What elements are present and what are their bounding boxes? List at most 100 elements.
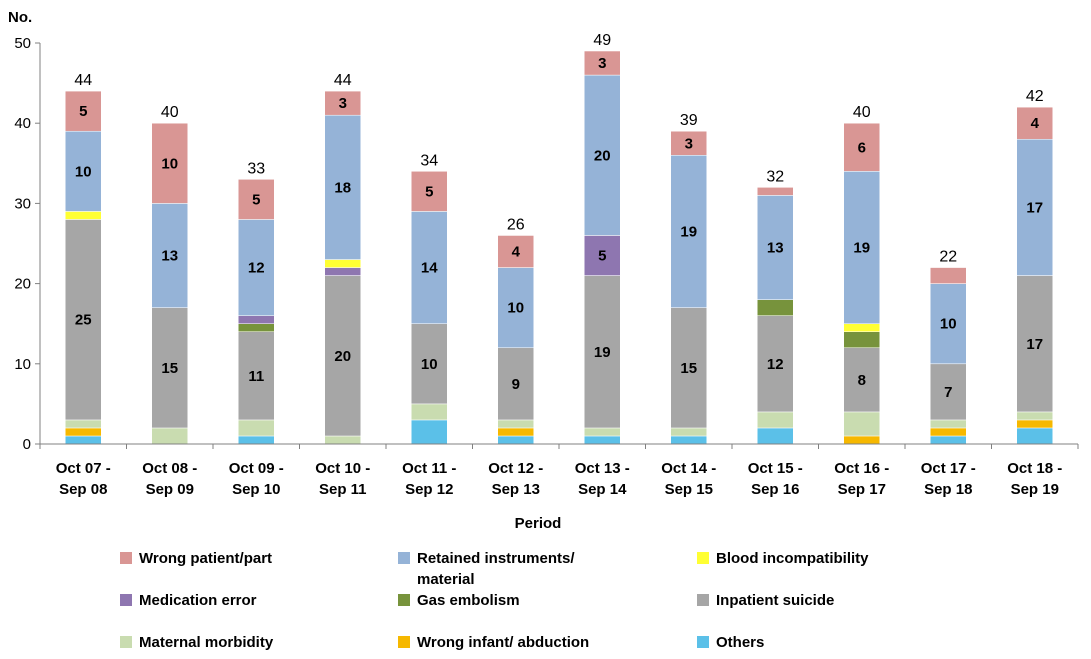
bar-segment-inpatient-suicide [65,219,102,421]
bar-segment-maternal-morbidity [65,419,102,429]
legend-label: Blood incompatibility [716,550,869,567]
bar-segment-others [1016,427,1053,445]
segment-value-label: 5 [425,183,433,200]
legend-label: Maternal morbidity [139,634,274,651]
x-tick-label: Sep 14 [578,481,627,498]
segment-value-label: 10 [421,356,438,373]
segment-value-label: 25 [75,312,92,329]
segment-value-label: 10 [161,155,178,172]
segment-value-label: 17 [1026,199,1043,216]
segment-value-label: 9 [512,376,520,393]
bar-segment-maternal-morbidity [930,419,967,429]
x-tick-label: Sep 15 [665,481,713,498]
x-tick-label: Oct 08 - [142,460,197,477]
bar-segment-wrong-patient-part [324,90,361,116]
legend-swatch-retained-instruments-material [398,552,410,564]
legend-swatch-gas-embolism [398,594,410,606]
bar-segment-retained-instruments-material [324,114,361,260]
legend: Wrong patient/part Retained instruments/m… [120,550,869,651]
legend-label: Wrong patient/part [139,550,272,567]
segment-value-label: 13 [767,240,784,257]
bar-segment-retained-instruments-material [65,130,102,212]
x-axis: Oct 07 - Sep 08 Oct 08 - Sep 09 Oct 09 - Sep … [39,443,1079,498]
segment-value-label: 13 [161,248,178,265]
bar-segment-maternal-morbidity [670,427,707,437]
bar-segment-others [497,435,534,445]
segment-value-label: 5 [598,248,606,265]
bar-segment-wrong-infant-abduction [497,427,534,437]
y-tick-label: 30 [14,195,31,212]
bar-total-label: 40 [161,104,179,121]
segment-value-label: 5 [79,103,87,120]
segment-value-label: 19 [594,344,611,361]
bar-segment-others [65,435,102,445]
legend-swatch-inpatient-suicide [697,594,709,606]
segment-value-label: 17 [1026,336,1043,353]
legend-label: Others [716,634,764,651]
segment-value-label: 4 [1031,115,1040,132]
y-tick-label: 50 [14,35,31,52]
bar-segment-inpatient-suicide [843,347,880,413]
x-axis-title: Period [515,515,562,532]
bar-segment-inpatient-suicide [497,347,534,421]
segment-value-label: 20 [594,147,611,164]
bar-segment-wrong-patient-part [497,235,534,268]
bar-total-label: 44 [334,72,352,89]
y-tick-label: 40 [14,115,31,132]
x-tick-label: Sep 12 [405,481,453,498]
bar-segment-wrong-infant-abduction [1016,419,1053,429]
y-tick-label: 0 [23,436,31,453]
bar-segment-wrong-patient-part [411,171,448,212]
x-tick-label: Oct 12 - [488,460,543,477]
segment-value-label: 10 [507,300,524,317]
bar-segment-gas-embolism [238,323,275,332]
bar-segment-others [757,427,794,445]
bar-segment-blood-incompatibility [324,259,361,268]
bar-segment-maternal-morbidity [151,427,188,445]
bar-segment-medication-error [238,315,275,324]
bar-segment-retained-instruments-material [411,211,448,324]
legend-swatch-blood-incompatibility [697,552,709,564]
bar-segment-inpatient-suicide [151,307,188,429]
bar-segment-inpatient-suicide [584,275,621,429]
segment-value-label: 12 [767,356,784,373]
legend-label: Wrong infant/ abduction [417,634,589,651]
bar-segment-medication-error [584,235,621,276]
x-tick-label: Sep 18 [924,481,972,498]
bar-segment-maternal-morbidity [238,419,275,437]
bar-total-label: 26 [507,216,525,233]
segment-value-label: 18 [334,179,351,196]
bar-segment-wrong-patient-part [757,187,794,196]
legend-label: material [417,571,475,588]
bar-segment-retained-instruments-material [670,155,707,308]
bar-segment-wrong-patient-part [65,90,102,132]
segment-value-label: 3 [685,135,693,152]
bar-segment-wrong-patient-part [670,130,707,156]
segment-value-label: 6 [858,139,866,156]
bar-segment-retained-instruments-material [843,171,880,324]
legend-label: Gas embolism [417,592,520,609]
x-tick-label: Oct 13 - [575,460,630,477]
segment-value-label: 3 [339,95,347,112]
bar-total-label: 44 [74,72,92,89]
x-tick-label: Sep 16 [751,481,799,498]
bar-total-label: 32 [766,168,784,185]
bar-segment-gas-embolism [843,331,880,349]
x-tick-label: Oct 15 - [748,460,803,477]
segment-value-label: 7 [944,384,952,401]
segment-value-label: 11 [248,368,264,385]
segment-value-label: 4 [512,244,521,261]
bars-group: 2510544151310401112533201834410145349104… [65,32,1053,445]
bar-segment-wrong-patient-part [843,122,880,172]
bar-segment-maternal-morbidity [1016,411,1053,421]
bar-segment-retained-instruments-material [930,283,967,365]
bar-total-label: 22 [939,249,957,266]
bar-segment-retained-instruments-material [1016,138,1053,276]
bar-segment-others [584,435,621,445]
x-tick-label: Oct 18 - [1007,460,1062,477]
x-tick-label: Oct 07 - [56,460,111,477]
bar-segment-retained-instruments-material [497,267,534,349]
legend-swatch-maternal-morbidity [120,636,132,648]
x-tick-label: Sep 08 [59,481,107,498]
